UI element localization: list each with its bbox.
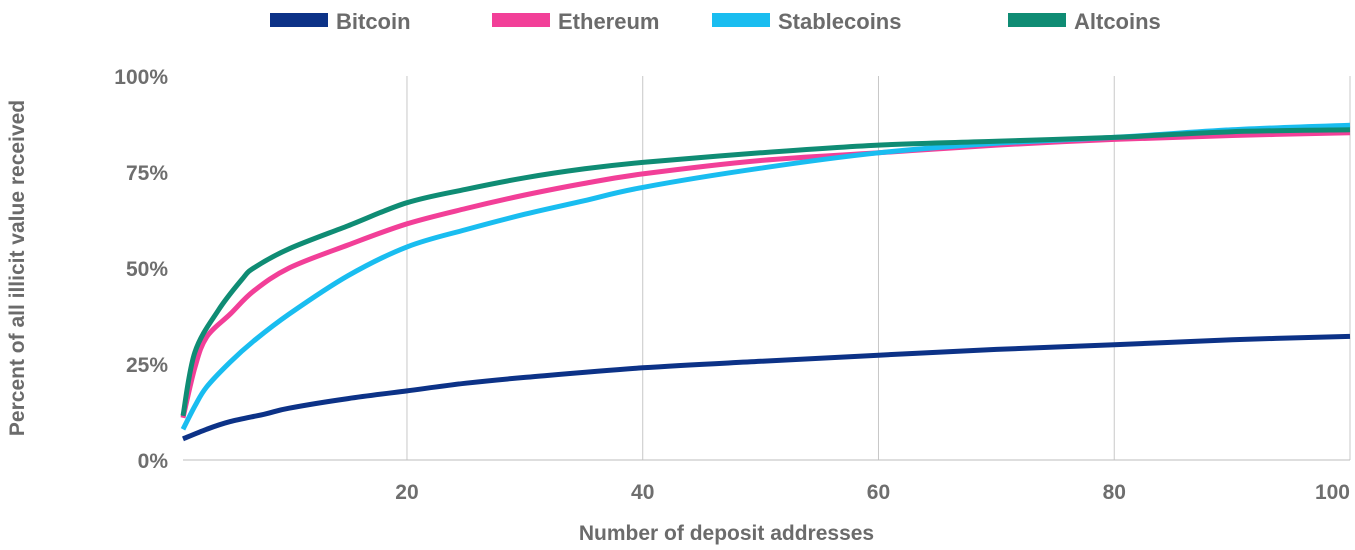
series-lines	[180, 122, 1351, 442]
y-tick-label: 75%	[126, 162, 168, 185]
y-tick-label: 0%	[138, 450, 169, 473]
x-tick-label: 20	[395, 481, 418, 504]
x-tick-label: 100	[1315, 481, 1350, 504]
series-line-ethereum	[180, 130, 1351, 419]
legend-label-ethereum: Ethereum	[558, 9, 659, 34]
legend-label-bitcoin: Bitcoin	[336, 9, 411, 34]
x-tick-labels: 20 40 60 80 100	[395, 481, 1350, 504]
y-tick-label: 100%	[114, 66, 168, 89]
legend-swatch-stablecoins	[712, 13, 770, 27]
y-tick-labels: 0% 25% 50% 75% 100%	[114, 66, 168, 473]
series-line-bitcoin	[182, 333, 1351, 442]
x-tick-label: 80	[1103, 481, 1126, 504]
legend-swatch-bitcoin	[270, 13, 328, 27]
series-line-altcoins	[180, 127, 1351, 417]
x-tick-label: 40	[631, 481, 654, 504]
legend-label-altcoins: Altcoins	[1074, 9, 1161, 34]
x-tick-label: 60	[867, 481, 890, 504]
y-tick-label: 25%	[126, 354, 168, 377]
legend: Bitcoin Ethereum Stablecoins Altcoins	[270, 9, 1161, 34]
y-axis-title: Percent of all illicit value received	[6, 100, 29, 436]
y-tick-label: 50%	[126, 258, 168, 281]
legend-swatch-altcoins	[1008, 13, 1066, 27]
x-axis-title: Number of deposit addresses	[579, 522, 874, 545]
series-line-stablecoins	[180, 122, 1351, 431]
legend-label-stablecoins: Stablecoins	[778, 9, 901, 34]
legend-swatch-ethereum	[492, 13, 550, 27]
